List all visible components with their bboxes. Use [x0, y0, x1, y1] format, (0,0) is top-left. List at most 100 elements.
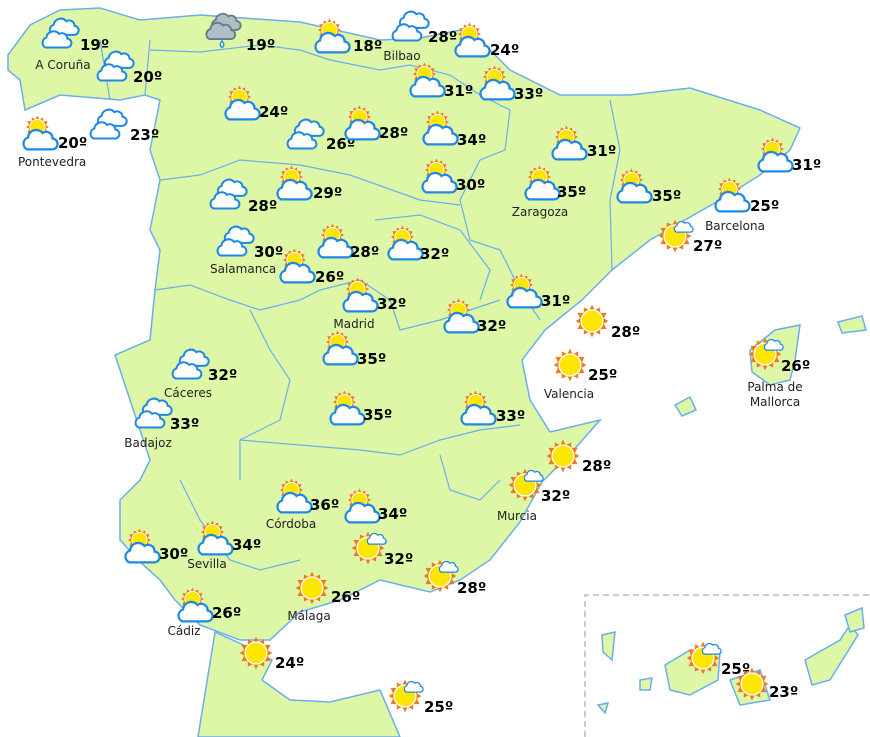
- temperature: 19º: [80, 36, 110, 54]
- temperature: 32º: [420, 245, 450, 263]
- temperature: 35º: [652, 187, 682, 205]
- sun-cloud-icon: [500, 271, 544, 311]
- temperature: 35º: [363, 406, 393, 424]
- city-label: Murcia: [497, 509, 537, 523]
- sun-cloud-icon: [751, 135, 795, 175]
- city-label: Valencia: [543, 387, 595, 401]
- menorca: [837, 315, 867, 334]
- cloud-icon: [41, 17, 80, 49]
- cloud-icon: [209, 178, 248, 210]
- temperature: 25º: [721, 660, 751, 678]
- mainland: [7, 7, 801, 641]
- sun-small-cloud-icon: [653, 216, 697, 256]
- temperature: 32º: [541, 487, 571, 505]
- sun-cloud-icon: [416, 108, 460, 148]
- temperature: 28º: [350, 243, 380, 261]
- temperature: 34º: [378, 505, 408, 523]
- city-label: Barcelona: [705, 219, 765, 233]
- temperature: 28º: [428, 28, 458, 46]
- sun-cloud-icon: [415, 156, 459, 196]
- sun-icon: [734, 666, 770, 702]
- temperature: 24º: [490, 41, 520, 59]
- sun-cloud-icon: [448, 20, 492, 60]
- sun-icon: [574, 303, 610, 339]
- temperature: 20º: [133, 68, 163, 86]
- sun-cloud-icon: [437, 296, 481, 336]
- temperature: 23º: [130, 126, 160, 144]
- temperature: 23º: [769, 683, 799, 701]
- temperature: 28º: [611, 323, 641, 341]
- temperature: 28º: [248, 197, 278, 215]
- city-label: Cáceres: [163, 386, 213, 400]
- sun-cloud-icon: [403, 60, 447, 100]
- cloud-icon: [286, 118, 325, 150]
- temperature: 26º: [326, 135, 356, 153]
- city-label: Pontevedra: [18, 155, 87, 169]
- city-label: Sevilla: [187, 557, 227, 571]
- city-label: Salamanca: [210, 262, 277, 276]
- temperature: 31º: [541, 292, 571, 310]
- city-label: Málaga: [287, 609, 331, 623]
- rain-icon: [205, 12, 242, 49]
- sun-cloud-icon: [16, 113, 60, 153]
- temperature: 28º: [379, 124, 409, 142]
- sun-cloud-icon: [171, 585, 215, 625]
- temperature: 19º: [246, 36, 276, 54]
- temperature: 33º: [496, 407, 526, 425]
- temperature: 31º: [792, 156, 822, 174]
- sun-icon: [545, 438, 581, 474]
- sun-cloud-icon: [316, 328, 360, 368]
- sun-cloud-icon: [473, 63, 517, 103]
- sun-cloud-icon: [308, 16, 352, 56]
- sun-icon: [294, 570, 330, 606]
- cloud-icon: [391, 10, 430, 42]
- sun-small-cloud-icon: [681, 638, 725, 678]
- sun-cloud-icon: [545, 123, 589, 163]
- temperature: 28º: [457, 579, 487, 597]
- sun-icon: [552, 347, 588, 383]
- sun-cloud-icon: [381, 223, 425, 263]
- sun-small-cloud-icon: [383, 676, 427, 716]
- sun-cloud-icon: [518, 163, 562, 203]
- sun-cloud-icon: [118, 526, 162, 566]
- temperature: 34º: [457, 131, 487, 149]
- sun-cloud-icon: [338, 486, 382, 526]
- temperature: 25º: [424, 698, 454, 716]
- temperature: 28º: [582, 457, 612, 475]
- temperature: 32º: [477, 317, 507, 335]
- temperature: 26º: [781, 357, 811, 375]
- cloud-icon: [89, 108, 128, 140]
- sun-cloud-icon: [191, 518, 235, 558]
- sun-cloud-icon: [708, 175, 752, 215]
- city-label: Córdoba: [265, 517, 317, 531]
- sun-cloud-icon: [454, 388, 498, 428]
- sun-cloud-icon: [218, 83, 262, 123]
- temperature: 26º: [331, 588, 361, 606]
- temperature: 33º: [170, 415, 200, 433]
- temperature: 27º: [693, 237, 723, 255]
- temperature: 24º: [259, 103, 289, 121]
- sun-cloud-icon: [311, 221, 355, 261]
- city-label: Bilbao: [383, 49, 421, 63]
- temperature: 25º: [588, 366, 618, 384]
- temperature: 31º: [587, 142, 617, 160]
- sun-cloud-icon: [336, 275, 380, 315]
- temperature: 25º: [750, 197, 780, 215]
- temperature: 24º: [275, 654, 305, 672]
- temperature: 32º: [377, 295, 407, 313]
- cloud-icon: [171, 348, 210, 380]
- city-label: A Coruña: [35, 58, 91, 72]
- temperature: 32º: [384, 550, 414, 568]
- temperature: 29º: [313, 184, 343, 202]
- sun-cloud-icon: [323, 388, 367, 428]
- temperature: 30º: [456, 176, 486, 194]
- sun-cloud-icon: [338, 103, 382, 143]
- temperature: 35º: [357, 350, 387, 368]
- temperature: 30º: [254, 243, 284, 261]
- city-label: Cádiz: [167, 624, 201, 638]
- temperature: 36º: [310, 496, 340, 514]
- city-label: Zaragoza: [511, 205, 569, 219]
- north-africa: [197, 630, 401, 737]
- temperature: 34º: [232, 536, 262, 554]
